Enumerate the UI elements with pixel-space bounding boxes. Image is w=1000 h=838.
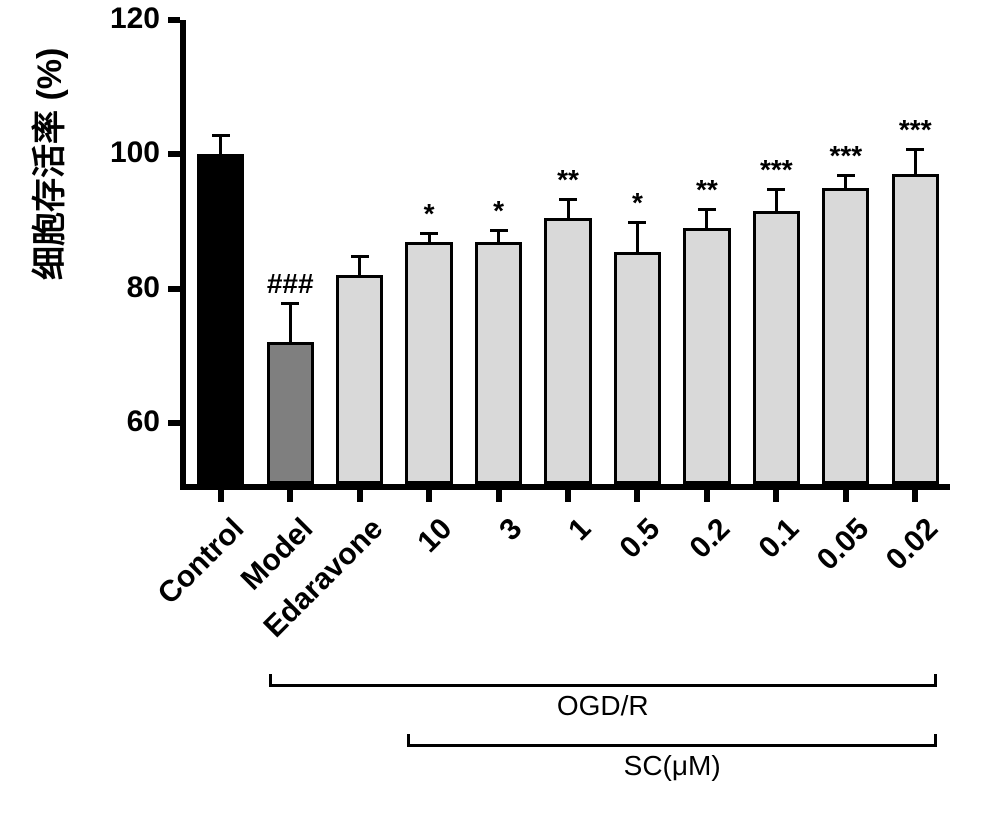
- y-axis-title: 细胞存活率 (%): [22, 48, 71, 280]
- bar: [336, 275, 383, 484]
- significance-mark: ***: [736, 154, 816, 186]
- error-bar: [636, 221, 639, 251]
- chart-frame: 细胞存活率 (%) 6080100120 ###****************…: [0, 0, 1000, 838]
- group-bracket: [407, 744, 936, 747]
- error-bar: [219, 134, 222, 154]
- error-cap: [420, 232, 438, 235]
- bar: [267, 342, 314, 484]
- y-tick: [168, 17, 180, 23]
- x-tick: [843, 490, 849, 502]
- x-tick: [704, 490, 710, 502]
- bar: [405, 242, 452, 484]
- error-bar: [914, 148, 917, 175]
- significance-mark: *: [597, 187, 677, 219]
- group-bracket-label: OGD/R: [269, 690, 937, 722]
- error-cap: [698, 208, 716, 211]
- x-tick: [634, 490, 640, 502]
- group-bracket-end: [269, 674, 272, 684]
- error-bar: [289, 302, 292, 342]
- error-cap: [490, 229, 508, 232]
- x-tick: [912, 490, 918, 502]
- x-tick: [218, 490, 224, 502]
- bar: [197, 154, 244, 484]
- plot-area: ###****************: [180, 20, 950, 490]
- group-bracket-label: SC(μM): [407, 750, 936, 782]
- group-bracket: [269, 684, 937, 687]
- error-bar: [775, 188, 778, 212]
- group-bracket-end: [934, 674, 937, 684]
- x-tick: [357, 490, 363, 502]
- bar: [753, 211, 800, 484]
- error-cap: [767, 188, 785, 191]
- x-tick: [287, 490, 293, 502]
- bar: [892, 174, 939, 484]
- y-tick-label: 100: [80, 136, 160, 170]
- bar: [475, 242, 522, 484]
- significance-mark: **: [667, 174, 747, 206]
- error-cap: [212, 134, 230, 137]
- significance-mark: ***: [806, 140, 886, 172]
- error-cap: [628, 221, 646, 224]
- error-bar: [567, 198, 570, 218]
- bar: [544, 218, 591, 484]
- y-tick: [168, 420, 180, 426]
- significance-mark: *: [459, 195, 539, 227]
- error-cap: [559, 198, 577, 201]
- x-tick: [565, 490, 571, 502]
- y-tick: [168, 286, 180, 292]
- significance-mark: *: [389, 198, 469, 230]
- y-tick-label: 80: [80, 271, 160, 305]
- group-bracket-end: [934, 734, 937, 744]
- x-tick: [426, 490, 432, 502]
- group-bracket-end: [407, 734, 410, 744]
- significance-mark: ###: [250, 268, 330, 300]
- bar: [683, 228, 730, 484]
- y-tick: [168, 151, 180, 157]
- error-cap: [837, 174, 855, 177]
- significance-mark: **: [528, 164, 608, 196]
- y-axis-line: [180, 20, 186, 490]
- bar: [822, 188, 869, 484]
- error-cap: [281, 302, 299, 305]
- bar: [614, 252, 661, 484]
- significance-mark: ***: [875, 114, 955, 146]
- error-bar: [705, 208, 708, 228]
- error-cap: [906, 148, 924, 151]
- error-bar: [358, 255, 361, 275]
- y-tick-label: 120: [80, 2, 160, 36]
- x-tick: [773, 490, 779, 502]
- y-tick-label: 60: [80, 405, 160, 439]
- x-tick: [496, 490, 502, 502]
- error-cap: [351, 255, 369, 258]
